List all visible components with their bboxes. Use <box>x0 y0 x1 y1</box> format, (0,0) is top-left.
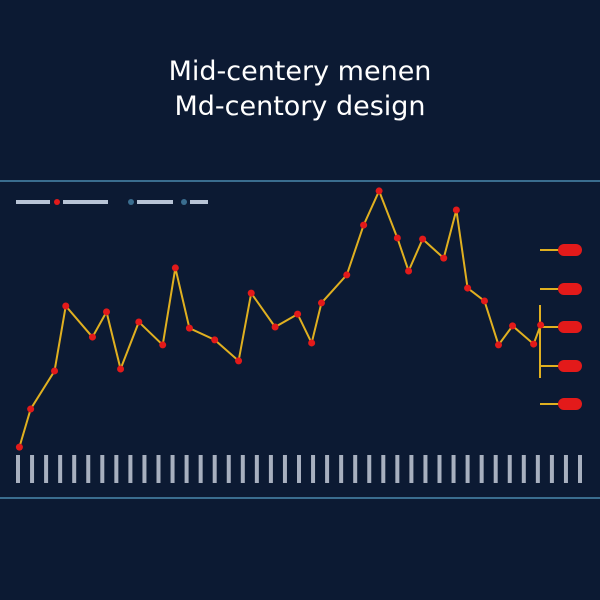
x-label-glyphs <box>465 455 470 483</box>
x-label-glyphs <box>409 455 414 483</box>
pill <box>540 360 582 372</box>
point <box>530 340 538 348</box>
legend-dot <box>54 199 60 205</box>
x-label-glyphs <box>156 455 161 483</box>
point <box>419 235 427 243</box>
x-label-glyphs <box>437 455 442 483</box>
point <box>103 308 111 316</box>
point <box>537 321 545 329</box>
x-label-glyphs <box>86 455 91 483</box>
title-line: Mid-centery menen <box>169 56 432 87</box>
point <box>294 310 302 318</box>
point <box>343 271 351 279</box>
point <box>393 234 401 242</box>
x-label-glyphs <box>16 455 20 483</box>
x-label-glyphs <box>521 455 526 483</box>
x-label-glyphs <box>451 455 456 483</box>
x-label-glyphs <box>240 455 245 483</box>
x-labels <box>16 455 582 483</box>
x-label-glyphs <box>311 455 316 483</box>
x-label-glyphs <box>479 455 484 483</box>
x-label-glyphs <box>198 455 203 483</box>
point <box>159 341 167 349</box>
point <box>117 365 125 373</box>
pill <box>540 398 582 410</box>
point <box>211 336 219 344</box>
point <box>247 289 255 297</box>
x-label-glyphs <box>58 455 63 483</box>
point <box>62 302 70 310</box>
point <box>171 264 179 272</box>
x-label-glyphs <box>114 455 119 483</box>
point <box>88 333 96 341</box>
x-label-glyphs <box>128 455 133 483</box>
legend <box>16 199 208 205</box>
x-label-glyphs <box>72 455 77 483</box>
point <box>27 405 35 413</box>
x-label-glyphs <box>339 455 344 483</box>
x-label-glyphs <box>212 455 217 483</box>
point <box>51 367 59 375</box>
x-label-glyphs <box>395 455 400 483</box>
point <box>509 322 517 330</box>
x-label-glyphs <box>170 455 175 483</box>
x-label-glyphs <box>282 455 287 483</box>
point <box>480 297 488 305</box>
pill <box>540 283 582 295</box>
point <box>271 323 279 331</box>
x-label-glyphs <box>423 455 428 483</box>
x-label-glyphs <box>297 455 301 483</box>
point <box>185 324 193 332</box>
point <box>452 206 460 214</box>
point <box>360 221 368 229</box>
title-line: Md-centory design <box>174 91 425 122</box>
x-label-glyphs <box>507 455 512 483</box>
point <box>375 187 383 195</box>
x-label-glyphs <box>325 455 330 483</box>
x-label-glyphs <box>268 455 273 483</box>
legend-dot <box>181 199 187 205</box>
x-label-glyphs <box>353 455 358 483</box>
x-label-glyphs <box>493 455 498 483</box>
point <box>495 341 503 349</box>
x-label-glyphs <box>578 455 582 483</box>
x-label-glyphs <box>44 455 49 483</box>
x-label-glyphs <box>254 455 259 483</box>
x-label-glyphs <box>30 455 35 483</box>
x-label-glyphs <box>142 455 147 483</box>
x-label-glyphs <box>563 455 568 483</box>
x-label-glyphs <box>100 455 105 483</box>
point <box>440 254 448 262</box>
x-label-glyphs <box>226 455 231 483</box>
x-label-glyphs <box>184 455 189 483</box>
point <box>464 284 472 292</box>
point <box>15 443 23 451</box>
point <box>317 299 325 307</box>
pill <box>540 244 582 256</box>
point <box>405 267 413 275</box>
legend-text <box>190 200 208 204</box>
point <box>135 318 143 326</box>
x-label-glyphs <box>549 455 554 483</box>
x-label-glyphs <box>535 455 540 483</box>
legend-text <box>16 200 50 204</box>
point <box>235 357 243 365</box>
x-label-glyphs <box>367 455 372 483</box>
legend-text <box>63 200 108 204</box>
legend-text <box>137 200 173 204</box>
series-line <box>18 188 542 448</box>
x-label-glyphs <box>381 455 386 483</box>
legend-dot <box>128 199 134 205</box>
point <box>308 339 316 347</box>
